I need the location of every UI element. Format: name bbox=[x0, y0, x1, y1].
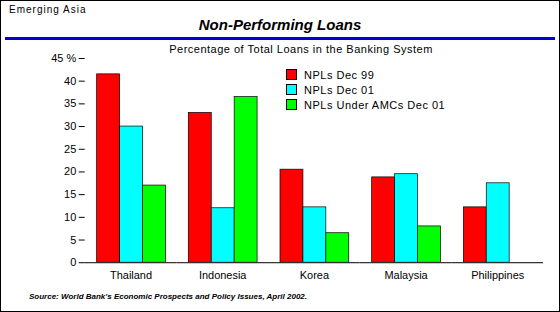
svg-text:45 %: 45 % bbox=[51, 52, 76, 64]
svg-text:25: 25 bbox=[64, 143, 76, 155]
svg-text:Korea: Korea bbox=[300, 269, 330, 281]
svg-text:Philippines: Philippines bbox=[471, 269, 524, 281]
html-text:NPLs Under AMCs Dec 01: NPLs Under AMCs Dec 01 bbox=[304, 98, 446, 111]
svg-text:35: 35 bbox=[64, 97, 76, 109]
html-text:NPLs Dec 01: NPLs Dec 01 bbox=[304, 83, 375, 96]
svg-text:Malaysia: Malaysia bbox=[384, 269, 428, 281]
svg-text:0: 0 bbox=[70, 256, 76, 268]
svg-text:5: 5 bbox=[70, 234, 76, 246]
html-text:Source: World Bank's Economic: Source: World Bank's Economic Prospects … bbox=[29, 292, 307, 301]
html-text:Emerging Asia: Emerging Asia bbox=[9, 4, 87, 15]
svg-text:10: 10 bbox=[64, 211, 76, 223]
html-text:NPLs Dec 99: NPLs Dec 99 bbox=[304, 68, 375, 81]
html-text:Non-Performing Loans: Non-Performing Loans bbox=[198, 16, 362, 33]
svg-text:40: 40 bbox=[64, 75, 76, 87]
html-text:Percentage of Total Loans in t: Percentage of Total Loans in the Banking… bbox=[169, 43, 433, 55]
svg-text:Indonesia: Indonesia bbox=[199, 269, 247, 281]
svg-text:Thailand: Thailand bbox=[110, 269, 152, 281]
svg-text:15: 15 bbox=[64, 188, 76, 200]
svg-text:30: 30 bbox=[64, 120, 76, 132]
svg-text:20: 20 bbox=[64, 165, 76, 177]
